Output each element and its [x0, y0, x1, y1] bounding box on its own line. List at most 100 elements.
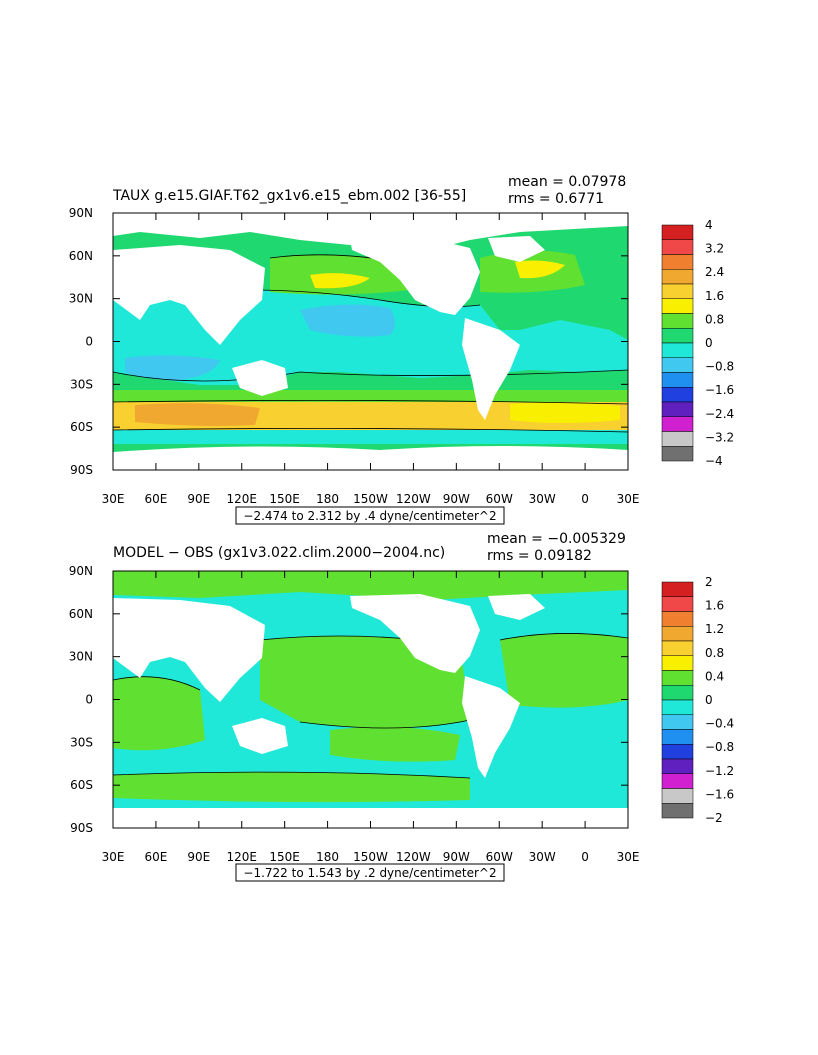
- colorbar-swatch: [661, 446, 694, 462]
- colorbar-swatch: [661, 254, 694, 270]
- y-tick-label: 30N: [69, 292, 93, 306]
- panel-2-field: [113, 571, 628, 828]
- y-tick-label: 60N: [69, 607, 93, 621]
- colorbar-label: 4: [705, 218, 713, 232]
- y-tick-label: 90S: [70, 821, 93, 835]
- colorbar-swatch: [661, 357, 694, 373]
- colorbar-swatch: [661, 655, 694, 671]
- y-tick-label: 30S: [70, 735, 93, 749]
- colorbar-label: −3.2: [705, 430, 734, 444]
- colorbar-swatch: [661, 626, 694, 642]
- colorbar-swatch: [661, 224, 694, 240]
- colorbar-label: −1.6: [705, 383, 734, 397]
- panel-1-y-ticks: 90N 60N 30N 0 30S 60S 90S: [69, 206, 628, 477]
- x-tick-label: 90W: [443, 492, 470, 506]
- colorbar-swatch: [661, 401, 694, 417]
- x-tick-label: 120W: [396, 850, 431, 864]
- colorbar-label: 1.2: [705, 622, 724, 636]
- x-tick-label: 60E: [144, 492, 167, 506]
- colorbar-label: −1.2: [705, 764, 734, 778]
- colorbar-label: 0: [705, 336, 713, 350]
- x-tick-label: 60W: [486, 850, 513, 864]
- x-tick-label: 90E: [187, 850, 210, 864]
- colorbar-swatch: [661, 342, 694, 358]
- panel-1-x-ticks: 30E 60E 90E 120E 150E 180 150W 120W 90W 60W 30W 0 30…: [102, 213, 640, 506]
- colorbar-label: 0.4: [705, 669, 724, 683]
- colorbar-swatch: [661, 788, 694, 804]
- colorbar-swatch: [661, 714, 694, 730]
- panel-2: MODEL − OBS (gx1v3.022.clim.2000−2004.nc…: [69, 531, 734, 882]
- panel-2-range-box: −1.722 to 1.543 by .2 dyne/centimeter^2: [235, 863, 505, 882]
- panel-2-y-ticks: 90N 60N 30N 0 30S 60S 90S: [69, 564, 628, 835]
- colorbar-label: 0.8: [705, 646, 724, 660]
- colorbar-swatch: [661, 640, 694, 656]
- colorbar-swatch: [661, 685, 694, 701]
- panel-2-rms: rms = 0.09182: [487, 548, 592, 564]
- colorbar-label: −4: [705, 454, 723, 468]
- panel-1-range-box: −2.474 to 2.312 by .4 dyne/centimeter^2: [235, 506, 505, 525]
- colorbar-swatch: [661, 283, 694, 299]
- panel-1: TAUX g.e15.GIAF.T62_gx1v6.e15_ebm.002 [3…: [69, 174, 734, 525]
- y-tick-label: 90S: [70, 463, 93, 477]
- x-tick-label: 180: [316, 492, 339, 506]
- x-tick-label: 0: [581, 850, 589, 864]
- colorbar-label: 1.6: [705, 599, 724, 613]
- panel-1-title: TAUX g.e15.GIAF.T62_gx1v6.e15_ebm.002 [3…: [112, 188, 466, 204]
- colorbar-swatch: [661, 313, 694, 329]
- panel-2-mean: mean = −0.005329: [487, 531, 626, 547]
- y-tick-label: 60S: [70, 778, 93, 792]
- panel-2-x-ticks: 30E 60E 90E 120E 150E 180 150W 120W 90W 60W 30W 0 30…: [102, 571, 640, 864]
- colorbar-swatch: [661, 699, 694, 715]
- panel-1-mean: mean = 0.07978: [508, 174, 626, 190]
- colorbar-swatch: [661, 298, 694, 314]
- x-tick-label: 120E: [227, 850, 258, 864]
- x-tick-label: 90E: [187, 492, 210, 506]
- colorbar-swatch: [661, 581, 694, 597]
- y-tick-label: 90N: [69, 206, 93, 220]
- x-tick-label: 90W: [443, 850, 470, 864]
- colorbar-label: 3.2: [705, 242, 724, 256]
- colorbar-swatch: [661, 744, 694, 760]
- panel-2-colorbar: 2 1.6 1.2 0.8 0.4 0 −0.4 −0.8 −1.2 −1.6 −2: [661, 575, 734, 825]
- colorbar-swatch: [661, 431, 694, 447]
- x-tick-label: 60W: [486, 492, 513, 506]
- x-tick-label: 30W: [529, 492, 556, 506]
- colorbar-label: −2: [705, 811, 723, 825]
- colorbar-swatch: [661, 803, 694, 819]
- colorbar-swatch: [661, 269, 694, 285]
- y-tick-label: 0: [85, 693, 93, 707]
- colorbar-label: −0.4: [705, 717, 734, 731]
- x-tick-label: 150W: [353, 492, 388, 506]
- panel-2-title: MODEL − OBS (gx1v3.022.clim.2000−2004.nc…: [113, 545, 445, 561]
- x-tick-label: 60E: [144, 850, 167, 864]
- colorbar-swatch: [661, 611, 694, 627]
- colorbar-swatch: [661, 596, 694, 612]
- x-tick-label: 30E: [102, 492, 125, 506]
- y-tick-label: 30N: [69, 650, 93, 664]
- x-tick-label: 150E: [269, 492, 300, 506]
- colorbar-swatch: [661, 729, 694, 745]
- colorbar-label: −2.4: [705, 407, 734, 421]
- colorbar-label: 1.6: [705, 289, 724, 303]
- colorbar-swatch: [661, 758, 694, 774]
- x-tick-label: 30E: [617, 850, 640, 864]
- colorbar-swatch: [661, 773, 694, 789]
- panel-1-rms: rms = 0.6771: [508, 191, 604, 207]
- x-tick-label: 150E: [269, 850, 300, 864]
- panel-1-colorbar: 4 3.2 2.4 1.6 0.8 0 −0.8 −1.6 −2.4 −3.2 −4: [661, 218, 734, 468]
- x-tick-label: 30E: [102, 850, 125, 864]
- x-tick-label: 120E: [227, 492, 258, 506]
- x-tick-label: 30E: [617, 492, 640, 506]
- panel-1-field: [113, 213, 628, 470]
- colorbar-label: −0.8: [705, 360, 734, 374]
- colorbar-label: 2: [705, 575, 713, 589]
- x-tick-label: 180: [316, 850, 339, 864]
- x-tick-label: 30W: [529, 850, 556, 864]
- y-tick-label: 60N: [69, 249, 93, 263]
- colorbar-swatch: [661, 372, 694, 388]
- colorbar-label: 2.4: [705, 265, 724, 279]
- x-tick-label: 120W: [396, 492, 431, 506]
- y-tick-label: 0: [85, 335, 93, 349]
- y-tick-label: 30S: [70, 377, 93, 391]
